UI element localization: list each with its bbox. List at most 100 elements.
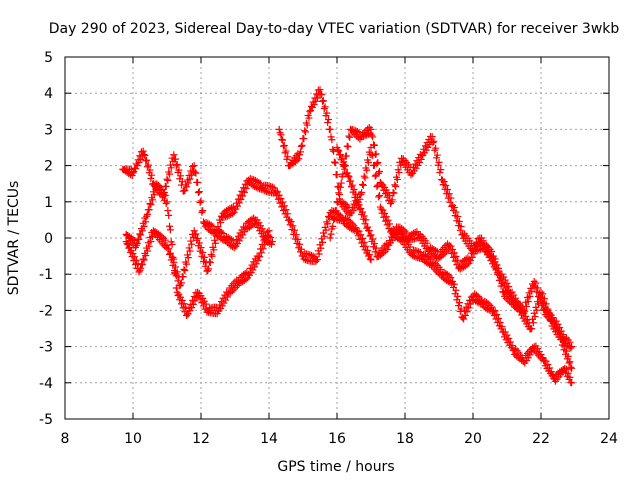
data-point-sample xyxy=(528,325,536,333)
data-point-sample xyxy=(549,317,557,325)
data-point xyxy=(265,227,273,235)
data-point-sample xyxy=(520,309,528,317)
data-point-sample xyxy=(177,279,185,287)
data-point-sample xyxy=(338,154,346,162)
data-point-sample xyxy=(178,178,186,186)
data-point-sample xyxy=(330,216,338,224)
data-point xyxy=(438,176,446,184)
data-point-sample xyxy=(334,146,342,154)
data-point-sample xyxy=(423,239,431,247)
data-point-sample xyxy=(214,223,222,231)
data-point-sample xyxy=(478,296,485,304)
data-point-sample xyxy=(406,243,414,251)
data-point-sample xyxy=(355,201,363,209)
data-point-sample xyxy=(141,151,149,159)
data-point-sample xyxy=(252,183,260,191)
data-point-sample xyxy=(355,227,363,235)
data-point-sample xyxy=(146,200,154,208)
data-point-sample xyxy=(162,200,170,208)
data-point-sample xyxy=(564,369,572,377)
data-point-sample xyxy=(236,274,244,282)
data-point-sample xyxy=(552,323,560,331)
data-point-sample xyxy=(180,300,188,308)
data-point-sample xyxy=(460,315,468,323)
data-point-sample xyxy=(134,260,142,268)
data-point-sample xyxy=(284,210,292,218)
data-point-sample xyxy=(223,212,231,220)
data-point-sample xyxy=(360,238,368,246)
data-point-sample xyxy=(491,258,499,266)
data-point-sample xyxy=(544,360,552,368)
data-point-sample xyxy=(162,182,170,190)
data-point-sample xyxy=(363,166,371,174)
x-tick-label: 12 xyxy=(192,431,210,447)
data-point-sample xyxy=(546,310,553,318)
data-point-sample xyxy=(342,152,350,160)
data-point-sample xyxy=(179,273,187,281)
data-point-sample xyxy=(135,235,143,243)
data-point-sample xyxy=(185,244,193,252)
data-point-sample xyxy=(457,222,465,230)
data-point-sample xyxy=(360,172,368,180)
data-point-sample xyxy=(207,221,215,229)
data-point-sample xyxy=(194,189,202,197)
data-point-sample xyxy=(325,116,332,124)
data-point-sample xyxy=(427,244,434,252)
data-point-sample xyxy=(158,233,166,241)
data-point-sample xyxy=(147,174,155,182)
data-point-sample xyxy=(234,202,242,210)
y-tick-label: 5 xyxy=(44,50,53,66)
data-point-sample xyxy=(328,136,336,144)
data-point-sample xyxy=(301,127,309,135)
data-point-sample xyxy=(145,206,153,214)
data-point-sample xyxy=(167,164,175,172)
data-point-sample xyxy=(210,246,218,254)
data-point-sample xyxy=(367,231,375,239)
data-point-sample xyxy=(435,158,443,166)
data-point-sample xyxy=(262,188,270,196)
data-point-sample xyxy=(239,192,247,200)
data-point-sample xyxy=(534,300,542,308)
data-point-sample xyxy=(450,249,458,257)
data-point xyxy=(561,364,569,372)
data-point-sample xyxy=(220,299,228,307)
data-point-sample xyxy=(172,162,180,170)
data-point-sample xyxy=(143,210,151,218)
data-point-sample xyxy=(382,213,390,221)
data-point-sample xyxy=(149,232,157,240)
data-point xyxy=(272,187,280,195)
data-point-sample xyxy=(430,137,438,145)
data-point-sample xyxy=(284,153,292,161)
data-point-sample xyxy=(357,231,365,239)
data-point-sample xyxy=(261,187,269,195)
data-point-sample xyxy=(344,172,352,180)
data-point-sample xyxy=(145,242,153,250)
data-point-sample xyxy=(462,255,470,263)
data-point-sample xyxy=(415,248,423,256)
data-point xyxy=(275,125,283,133)
data-point-sample xyxy=(161,236,169,244)
data-point-sample xyxy=(359,181,367,189)
data-point-sample xyxy=(567,363,575,371)
data-point-sample xyxy=(259,245,267,253)
data-point-sample xyxy=(258,225,266,233)
data-point xyxy=(336,183,344,191)
data-point-sample xyxy=(135,159,143,167)
data-point-sample xyxy=(156,231,164,239)
data-point-sample xyxy=(450,203,458,211)
data-point-sample xyxy=(184,310,192,318)
data-point-sample xyxy=(200,253,208,261)
data-point-sample xyxy=(566,358,574,366)
data-point-sample xyxy=(317,244,325,252)
data-point-sample xyxy=(476,294,484,302)
data-point xyxy=(343,169,351,177)
data-point-sample xyxy=(289,222,297,230)
data-point-sample xyxy=(293,156,301,164)
data-point-sample xyxy=(305,114,313,122)
data-point-sample xyxy=(280,142,288,150)
data-point-sample xyxy=(333,171,341,179)
data-point-sample xyxy=(277,195,285,203)
data-point-sample xyxy=(203,224,211,232)
data-point-sample xyxy=(131,253,139,261)
data-point-sample xyxy=(242,185,250,193)
